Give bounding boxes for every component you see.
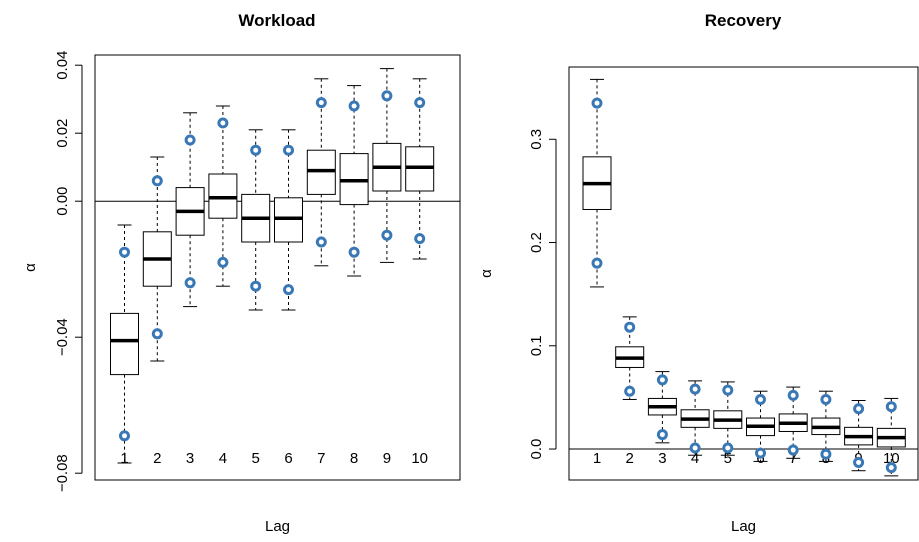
- box-lag-1: [110, 224, 139, 464]
- upper-ci-point: [755, 393, 766, 405]
- box-lag-3: [175, 112, 205, 308]
- upper-ci-point: [250, 144, 262, 156]
- lower-ci-point: [184, 277, 196, 289]
- y-tick-label: 0.00: [54, 187, 71, 216]
- lower-ci-point: [787, 444, 799, 456]
- box-lag-4: [680, 380, 710, 456]
- box-lag-4: [208, 105, 238, 287]
- box-lag-2: [142, 156, 172, 362]
- x-tick-label: 10: [883, 450, 900, 467]
- x-tick-label: 4: [691, 450, 699, 467]
- upper-ci-point: [217, 117, 229, 129]
- y-tick-label: 0.1: [528, 335, 545, 356]
- plot-frame: [568, 66, 919, 481]
- box-lag-8: [339, 85, 369, 277]
- lower-ci-point: [119, 430, 130, 442]
- lower-ci-point: [853, 456, 865, 468]
- lower-ci-point: [885, 462, 897, 474]
- box-lag-5: [241, 129, 271, 311]
- lower-ci-point: [348, 246, 360, 258]
- x-axis-label: Lag: [265, 518, 290, 535]
- box-lag-9: [844, 399, 874, 472]
- y-tick-label: 0.0: [528, 439, 545, 460]
- upper-ci-point: [151, 175, 163, 187]
- y-tick-label: −0.08: [54, 454, 71, 492]
- lower-ci-point: [283, 284, 294, 296]
- lower-ci-point: [315, 236, 327, 248]
- x-tick-label: 5: [252, 450, 260, 467]
- lower-ci-point: [151, 328, 163, 340]
- x-tick-label: 4: [219, 450, 227, 467]
- x-tick-label: 6: [284, 450, 292, 467]
- box-lag-7: [778, 386, 808, 459]
- box-lag-10: [405, 78, 435, 260]
- box-lag-10: [876, 397, 906, 477]
- upper-ci-point: [885, 401, 897, 413]
- upper-ci-point: [348, 100, 360, 112]
- upper-ci-point: [283, 144, 294, 156]
- upper-ci-point: [184, 134, 196, 146]
- box-lag-6: [746, 390, 775, 462]
- upper-ci-point: [689, 383, 701, 395]
- box-lag-8: [811, 390, 841, 462]
- y-axis-label: α: [22, 263, 39, 272]
- upper-ci-point: [820, 393, 832, 405]
- box-lag-7: [306, 78, 336, 267]
- upper-ci-point: [656, 374, 668, 386]
- lower-ci-point: [591, 257, 603, 269]
- lower-ci-point: [624, 385, 636, 397]
- lower-ci-point: [414, 233, 426, 245]
- x-tick-label: 2: [153, 450, 161, 467]
- box-lag-9: [372, 68, 402, 263]
- upper-ci-point: [591, 97, 603, 109]
- x-tick-label: 5: [724, 450, 732, 467]
- box-lag-1: [582, 78, 612, 288]
- plot-frame: [94, 54, 461, 481]
- upper-ci-point: [381, 90, 393, 102]
- y-tick-label: 0.2: [528, 232, 545, 253]
- upper-ci-point: [119, 246, 130, 258]
- x-tick-label: 7: [317, 450, 325, 467]
- box-body: [110, 312, 139, 376]
- x-tick-label: 10: [411, 450, 428, 467]
- lower-ci-point: [381, 229, 393, 241]
- box-lag-3: [647, 371, 677, 444]
- workload-panel: Workload −0.08 −0.04 0.00 0.02 0.04 α 1 2 3 4 5 6 7 8 9…: [22, 11, 461, 535]
- y-tick-label: 0.3: [528, 129, 545, 150]
- x-tick-label: 1: [593, 450, 601, 467]
- box-lag-6: [274, 129, 303, 311]
- y-tick-label: 0.02: [54, 119, 71, 148]
- upper-ci-point: [722, 384, 734, 396]
- upper-ci-point: [787, 389, 799, 401]
- x-tick-label: 9: [383, 450, 391, 467]
- lower-ci-point: [722, 442, 734, 454]
- x-tick-label: 8: [350, 450, 358, 467]
- lower-ci-point: [689, 442, 701, 454]
- upper-ci-point: [315, 97, 327, 109]
- upper-ci-point: [414, 97, 426, 109]
- upper-ci-point: [624, 321, 636, 333]
- chart-title: Recovery: [705, 11, 782, 30]
- lower-ci-point: [217, 256, 229, 268]
- lower-ci-point: [250, 280, 262, 292]
- lower-ci-point: [755, 447, 766, 459]
- box-lag-2: [615, 316, 645, 400]
- x-tick-label: 3: [658, 450, 666, 467]
- y-tick-label: 0.04: [54, 51, 71, 80]
- lower-ci-point: [656, 429, 668, 441]
- y-axis-label: α: [478, 269, 495, 278]
- upper-ci-point: [853, 403, 865, 415]
- x-tick-label: 2: [626, 450, 634, 467]
- lower-ci-point: [820, 448, 832, 460]
- y-tick-label: −0.04: [54, 318, 71, 356]
- x-tick-label: 3: [186, 450, 194, 467]
- x-tick-label: 1: [120, 450, 128, 467]
- chart-title: Workload: [238, 11, 315, 30]
- box-lag-5: [713, 381, 743, 456]
- x-axis-label: Lag: [731, 518, 756, 535]
